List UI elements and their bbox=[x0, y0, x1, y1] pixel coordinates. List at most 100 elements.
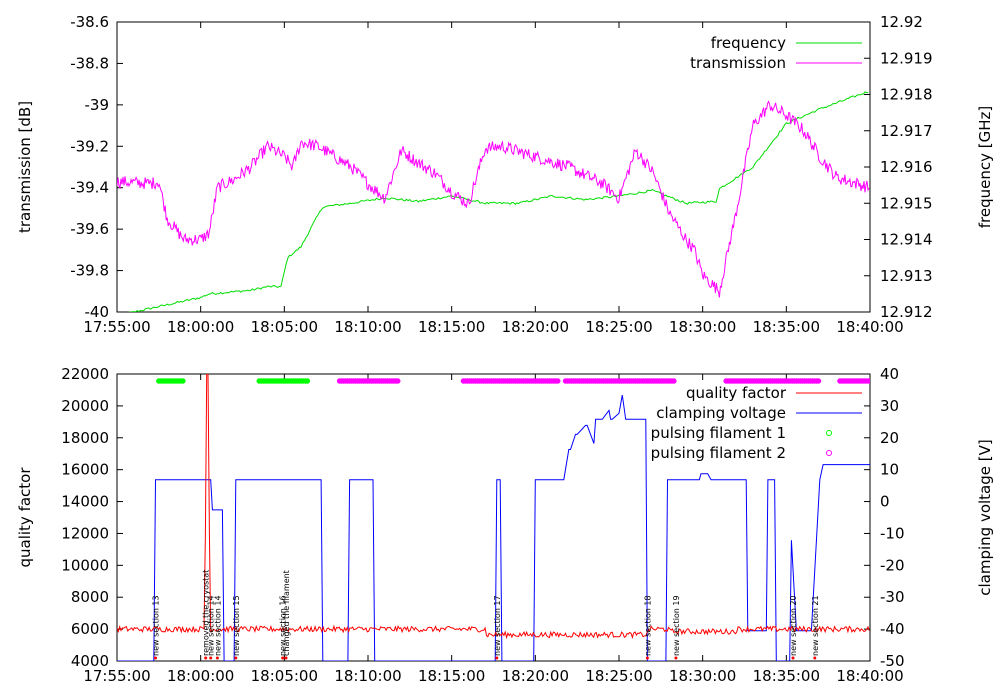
event-annotation-4: new section 14 bbox=[213, 595, 222, 656]
event-annotation-9: new section 18 bbox=[643, 595, 652, 656]
bottom-y-tick-label: 10000 bbox=[61, 556, 109, 574]
bottom-legend-label-3: pulsing filament 1 bbox=[651, 424, 786, 442]
event-marker bbox=[209, 656, 213, 660]
bottom-x-tick-label: 18:30:00 bbox=[669, 667, 736, 685]
pulsing-filament-2-point bbox=[555, 378, 561, 384]
bottom-y2-tick-label: -30 bbox=[880, 588, 905, 606]
event-marker bbox=[791, 656, 795, 660]
top-x-tick-label: 18:10:00 bbox=[334, 318, 401, 336]
event-annotation-2: removed the cryostat bbox=[202, 570, 211, 656]
bottom-x-tick-label: 18:35:00 bbox=[753, 667, 820, 685]
top-legend-label-2: transmission bbox=[690, 54, 786, 72]
bottom-y-tick-label: 20000 bbox=[61, 397, 109, 415]
event-annotation-3: new section 14 bbox=[207, 595, 216, 656]
bottom-legend-swatch-4 bbox=[826, 450, 832, 456]
bottom-y2-tick-label: 10 bbox=[880, 461, 899, 479]
bottom-y-tick-label: 6000 bbox=[71, 620, 109, 638]
top-y2-axis-label: frequency [GHz] bbox=[976, 106, 994, 228]
top-x-tick-label: 18:40:00 bbox=[836, 318, 903, 336]
bottom-y-axis-label: quality factor bbox=[16, 467, 34, 568]
bottom-y-tick-label: 16000 bbox=[61, 461, 109, 479]
bottom-x-tick-label: 18:25:00 bbox=[585, 667, 652, 685]
bottom-y2-tick-label: -20 bbox=[880, 556, 905, 574]
pulsing-filament-1-point bbox=[304, 378, 311, 384]
event-annotation-5: new section 15 bbox=[232, 595, 241, 656]
bottom-y2-tick-label: 40 bbox=[880, 365, 899, 383]
bottom-y-tick-label: 12000 bbox=[61, 524, 109, 542]
bottom-y-tick-label: 14000 bbox=[61, 493, 109, 511]
quality-factor-series-line bbox=[117, 374, 870, 640]
event-annotation-8: new section 17 bbox=[493, 595, 502, 656]
frequency-series-line bbox=[128, 91, 869, 312]
top-y-axis-label: transmission [dB] bbox=[16, 101, 34, 233]
top-y2-tick-label: 12.917 bbox=[880, 122, 933, 140]
pulsing-filament-2-point bbox=[815, 378, 822, 384]
clamping-voltage-series-line bbox=[117, 395, 870, 661]
bottom-y2-tick-label: 20 bbox=[880, 429, 899, 447]
top-x-tick-label: 18:35:00 bbox=[753, 318, 820, 336]
bottom-y2-tick-label: 0 bbox=[880, 493, 890, 511]
top-y-tick-label: -38.8 bbox=[70, 54, 109, 72]
bottom-y2-tick-label: -50 bbox=[880, 652, 905, 670]
bottom-legend-swatch-3 bbox=[826, 430, 832, 436]
event-marker bbox=[674, 656, 678, 660]
pulsing-filament-1-point bbox=[180, 378, 186, 384]
top-y-tick-label: -39.4 bbox=[70, 179, 109, 197]
bottom-y2-tick-label: 30 bbox=[880, 397, 899, 415]
event-marker bbox=[284, 656, 288, 660]
top-y2-tick-label: 12.918 bbox=[880, 86, 933, 104]
bottom-y2-axis-label: clamping voltage [V] bbox=[976, 439, 994, 595]
event-annotation-10: new section 19 bbox=[672, 595, 681, 656]
bottom-legend-label-4: pulsing filament 2 bbox=[651, 444, 786, 462]
top-x-tick-label: 18:30:00 bbox=[669, 318, 736, 336]
event-annotation-12: new section 21 bbox=[811, 595, 820, 656]
bottom-x-tick-label: 18:10:00 bbox=[334, 667, 401, 685]
top-y-tick-label: -38.6 bbox=[70, 13, 109, 31]
event-marker bbox=[215, 656, 219, 660]
bottom-x-tick-label: 18:40:00 bbox=[836, 667, 903, 685]
bottom-y-tick-label: 22000 bbox=[61, 365, 109, 383]
event-marker bbox=[495, 656, 499, 660]
bottom-y-tick-label: 4000 bbox=[71, 652, 109, 670]
event-marker bbox=[154, 656, 157, 660]
bottom-y2-tick-label: -10 bbox=[880, 524, 905, 542]
top-y2-tick-label: 12.913 bbox=[880, 267, 933, 285]
top-y-tick-label: -39.8 bbox=[70, 262, 109, 280]
top-y2-tick-label: 12.914 bbox=[880, 231, 933, 249]
top-x-tick-label: 18:25:00 bbox=[585, 318, 652, 336]
top-x-tick-label: 18:20:00 bbox=[502, 318, 569, 336]
event-marker bbox=[813, 656, 817, 660]
top-y2-tick-label: 12.915 bbox=[880, 194, 933, 212]
bottom-x-tick-label: 18:20:00 bbox=[502, 667, 569, 685]
top-y2-tick-label: 12.912 bbox=[880, 303, 933, 321]
bottom-y-tick-label: 18000 bbox=[61, 429, 109, 447]
top-x-tick-label: 17:55:00 bbox=[83, 318, 150, 336]
pulsing-filament-2-point bbox=[671, 378, 677, 384]
bottom-y2-tick-label: -40 bbox=[880, 620, 905, 638]
top-y2-tick-label: 12.92 bbox=[880, 13, 923, 31]
bottom-x-tick-label: 17:55:00 bbox=[83, 667, 150, 685]
event-annotation-7: changed the filament bbox=[282, 570, 291, 656]
event-marker bbox=[204, 656, 208, 660]
top-y2-tick-label: 12.919 bbox=[880, 49, 933, 67]
event-marker bbox=[234, 656, 238, 660]
top-legend-label-1: frequency bbox=[711, 34, 786, 52]
top-y-tick-label: -40 bbox=[85, 303, 110, 321]
event-annotation-6: new section 16 bbox=[279, 595, 288, 656]
bottom-legend-label-2: clamping voltage bbox=[656, 404, 786, 422]
top-y2-tick-label: 12.916 bbox=[880, 158, 933, 176]
bottom-x-tick-label: 18:05:00 bbox=[251, 667, 318, 685]
pulsing-filament-2-point bbox=[395, 378, 401, 384]
top-x-tick-label: 18:15:00 bbox=[418, 318, 485, 336]
top-y-tick-label: -39.6 bbox=[70, 220, 109, 238]
transmission-series-line bbox=[117, 100, 870, 298]
event-annotation-1: new section 13 bbox=[152, 595, 161, 656]
event-marker bbox=[645, 656, 649, 660]
top-x-tick-label: 18:05:00 bbox=[251, 318, 318, 336]
top-y-tick-label: -39 bbox=[85, 96, 110, 114]
top-x-tick-label: 18:00:00 bbox=[167, 318, 234, 336]
pulsing-filament-2-point bbox=[867, 378, 870, 384]
top-y-tick-label: -39.2 bbox=[70, 137, 109, 155]
